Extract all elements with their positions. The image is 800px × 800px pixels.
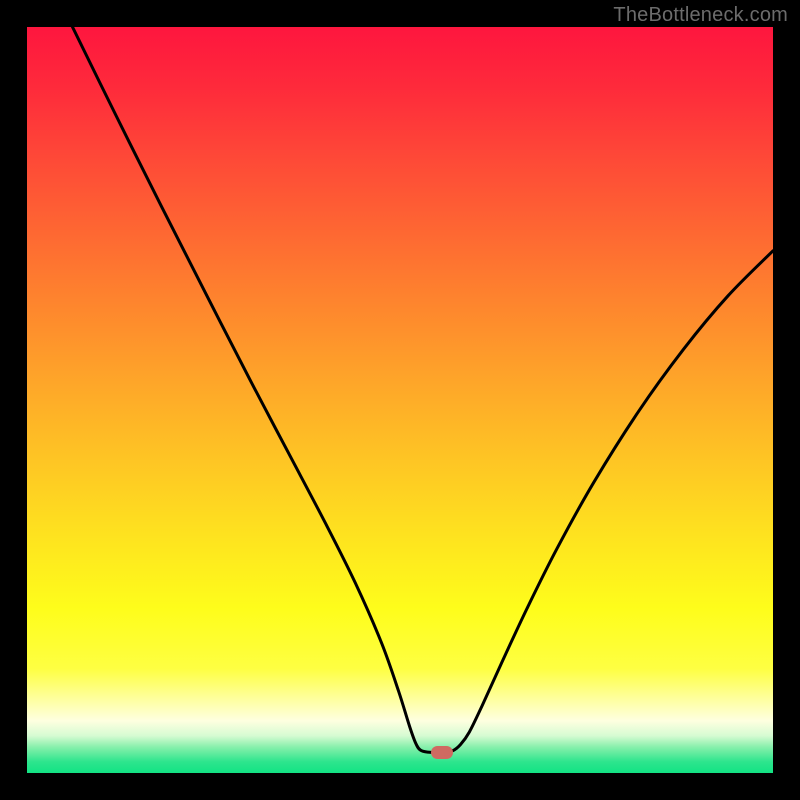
watermark-text: TheBottleneck.com [613,4,788,27]
gradient-background [27,27,773,773]
chart-frame: TheBottleneck.com [0,0,800,800]
optimum-marker [431,746,453,759]
plot-area [27,27,773,773]
chart-svg [27,27,773,773]
